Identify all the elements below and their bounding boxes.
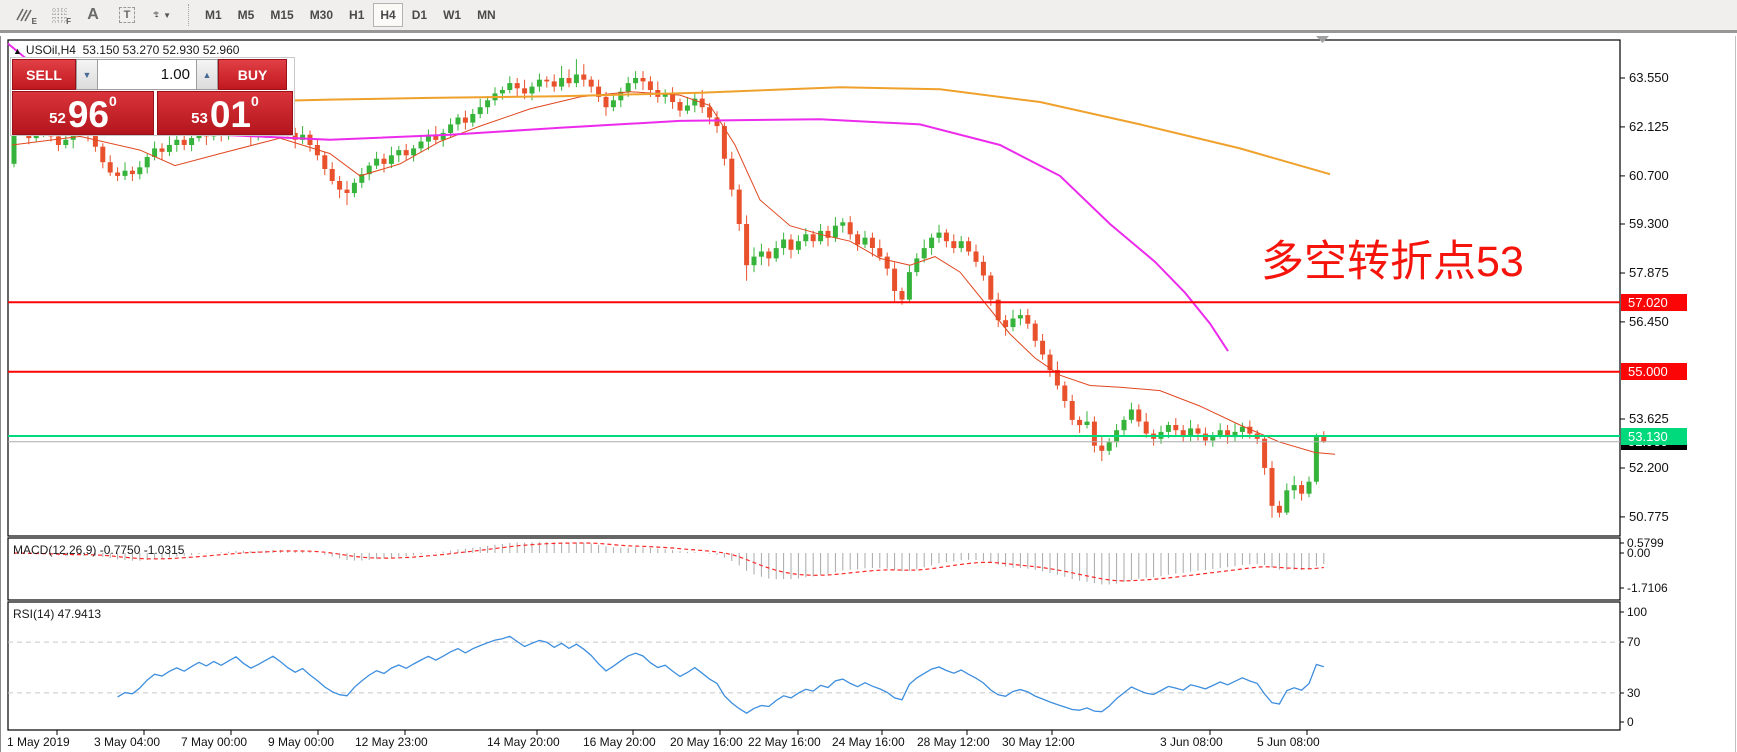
time-axis-label: 20 May 16:00 <box>670 735 743 749</box>
chevron-down-icon: ▼ <box>82 69 92 80</box>
indicator-axis-tick: -1.7106 <box>1627 581 1668 595</box>
buy-button[interactable]: BUY <box>218 59 287 90</box>
grid-icon[interactable]: F <box>42 2 76 28</box>
timeframe-button-d1[interactable]: D1 <box>405 3 434 27</box>
sell-price-box[interactable]: 52 96 0 <box>12 91 154 135</box>
trade-panel-top-row: SELL ▼ ▲ BUY <box>12 59 293 90</box>
toolbar: E F A T ▼ M1 M5 M15 M30 H1 H4 D1 W1 MN <box>0 0 1737 33</box>
chart-workspace: ▲ USOil,H4 53.150 53.270 52.930 52.960 SE… <box>0 36 1737 752</box>
macd-histogram <box>20 542 1325 585</box>
indicator-axis-tick: 100 <box>1627 605 1648 619</box>
volume-decrease-button[interactable]: ▼ <box>76 59 98 90</box>
panel-borders <box>7 39 1621 731</box>
time-axis-label: 14 May 20:00 <box>487 735 560 749</box>
timeframe-button-m15[interactable]: M15 <box>263 3 300 27</box>
trade-panel-price-row: 52 96 0 53 01 0 <box>12 91 293 135</box>
symbol-name: USOil,H4 <box>25 43 76 57</box>
buy-price-sup: 0 <box>251 93 259 109</box>
time-axis-label: 7 May 00:00 <box>181 735 248 749</box>
time-axis-label: 30 May 12:00 <box>1002 735 1075 749</box>
time-axis-label: 9 May 00:00 <box>268 735 335 749</box>
one-click-trade-panel: SELL ▼ ▲ BUY 52 96 0 53 01 0 <box>10 57 295 136</box>
time-axis-label: 3 Jun 08:00 <box>1160 735 1223 749</box>
buy-price-big: 01 <box>209 93 252 135</box>
timeframe-button-h1[interactable]: H1 <box>342 3 371 27</box>
indicators-icon-glyph <box>16 8 32 22</box>
timeframe-group: M1 M5 M15 M30 H1 H4 D1 W1 MN <box>197 3 504 27</box>
scroll-marker-icon[interactable] <box>1316 36 1329 43</box>
time-axis-label: 1 May 2019 <box>7 735 70 749</box>
grid-icon-glyph <box>52 8 67 23</box>
sell-price-small: 52 <box>49 110 66 127</box>
sell-price-sup: 0 <box>109 93 117 109</box>
indicators-icon[interactable]: E <box>8 2 42 28</box>
indicator-axis-tick: 0.5799 <box>1627 536 1664 550</box>
macd-signal-line <box>13 542 1324 582</box>
price-badge: 55.000 <box>1621 363 1687 381</box>
grid-icon-badge: F <box>66 17 71 26</box>
price-axis-tick: 60.700 <box>1629 167 1669 183</box>
timeframe-button-m30[interactable]: M30 <box>303 3 340 27</box>
price-axis-tick: 50.775 <box>1629 508 1669 524</box>
rsi-line <box>117 635 1325 714</box>
time-axis-label: 16 May 20:00 <box>583 735 656 749</box>
timeframe-button-h4[interactable]: H4 <box>373 3 403 27</box>
price-axis-tick: 59.300 <box>1629 215 1669 231</box>
indicator-axis-tick: 0 <box>1627 715 1634 729</box>
price-axis-tick: 63.550 <box>1629 69 1669 85</box>
text-label-icon[interactable]: A <box>76 2 110 28</box>
price-badge: 57.020 <box>1621 293 1687 311</box>
symbol-header: ▲ USOil,H4 53.150 53.270 52.930 52.960 <box>13 43 239 57</box>
axis-tick-marks <box>56 77 1625 735</box>
sell-price-big: 96 <box>67 93 110 135</box>
timeframe-button-m1[interactable]: M1 <box>198 3 229 27</box>
time-axis-label: 5 Jun 08:00 <box>1257 735 1320 749</box>
cursor-tool-icon[interactable]: ▼ <box>144 2 178 28</box>
indicator-axis-tick: 30 <box>1627 686 1641 700</box>
chart-annotation-text: 多空转折点53 <box>1261 238 1524 286</box>
window-frame-left <box>0 36 1 752</box>
indicator-axis-tick: 0.00 <box>1627 546 1651 560</box>
chevron-down-icon: ▼ <box>163 10 171 20</box>
time-axis-label: 28 May 12:00 <box>917 735 990 749</box>
volume-increase-button[interactable]: ▲ <box>196 59 218 90</box>
text-box-icon[interactable]: T <box>110 2 144 28</box>
horizontal-lines[interactable] <box>8 301 1620 443</box>
toolbar-separator <box>188 4 189 26</box>
time-axis-label: 12 May 23:00 <box>355 735 428 749</box>
cursor-tool-icon-glyph <box>152 11 160 18</box>
buy-price-small: 53 <box>191 110 208 127</box>
time-axis-label: 22 May 16:00 <box>748 735 821 749</box>
price-axis-tick: 52.200 <box>1629 459 1669 475</box>
ma-slow <box>229 86 1331 176</box>
price-axis-tick: 62.125 <box>1629 118 1669 134</box>
window-frame-right <box>1735 36 1736 752</box>
indicators-icon-badge: E <box>31 17 37 26</box>
volume-input[interactable] <box>98 59 196 90</box>
price-axis-tick: 56.450 <box>1629 313 1669 329</box>
buy-price-box[interactable]: 53 01 0 <box>157 91 293 135</box>
text-label-icon-glyph: A <box>87 6 99 23</box>
time-axis-label: 24 May 16:00 <box>832 735 905 749</box>
sell-button[interactable]: SELL <box>12 59 76 90</box>
timeframe-button-mn[interactable]: MN <box>470 3 503 27</box>
timeframe-button-m5[interactable]: M5 <box>231 3 262 27</box>
price-axis-tick: 53.625 <box>1629 410 1669 426</box>
price-axis-tick: 57.875 <box>1629 264 1669 280</box>
symbol-collapse-icon[interactable]: ▲ <box>13 46 22 56</box>
timeframe-button-w1[interactable]: W1 <box>436 3 468 27</box>
rsi-label: RSI(14) 47.9413 <box>13 607 102 621</box>
time-axis-label: 3 May 04:00 <box>94 735 161 749</box>
indicator-axis-tick: 70 <box>1627 635 1641 649</box>
macd-label: MACD(12,26,9) -0.7750 -1.0315 <box>13 543 185 557</box>
ma-fast <box>11 91 1336 455</box>
price-badge: 53.130 <box>1621 427 1687 445</box>
text-box-icon-glyph: T <box>118 7 136 23</box>
symbol-ohlc: 53.150 53.270 52.930 52.960 <box>82 43 240 57</box>
chevron-up-icon: ▲ <box>202 69 212 80</box>
